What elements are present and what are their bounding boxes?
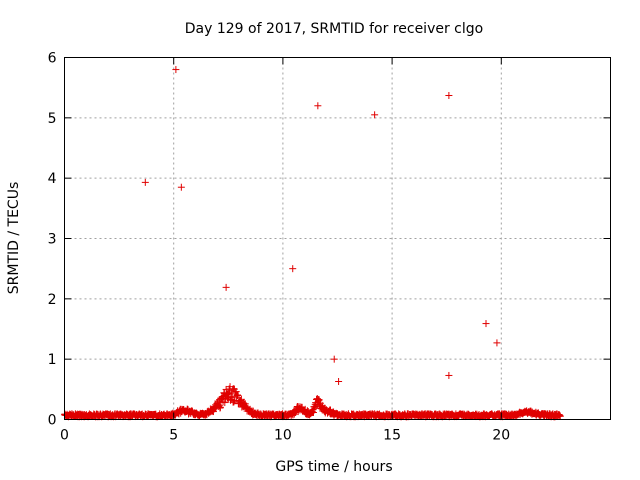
outlier-point [222,283,230,291]
y-tick-label: 1 [48,352,57,368]
x-tick-label: 10 [274,428,292,444]
outlier-point [445,371,453,379]
data-point [221,399,229,407]
y-tick-label: 2 [48,292,57,308]
y-tick-label: 3 [48,232,57,248]
ticks-layer: 0 5 10 15 20 0 1 2 3 4 5 6 [48,51,611,444]
points-layer [61,66,564,421]
grid-layer [64,57,611,420]
data-point [556,412,564,420]
outlier-point [314,102,322,110]
outlier-point [172,66,180,74]
outlier-point [445,92,453,100]
x-tick-label: 0 [60,428,69,444]
y-tick-label: 5 [48,111,57,127]
outlier-point [493,339,501,347]
data-point [237,395,245,403]
y-tick-label: 6 [48,51,57,67]
outlier-point [177,183,185,191]
data-point [216,403,224,411]
y-tick-label: 0 [48,413,57,429]
outlier-point [141,178,149,186]
x-tick-label: 20 [492,428,510,444]
outlier-point [335,377,343,385]
y-axis-label: SRMTID / TECUs [6,182,22,295]
outlier-point [371,111,379,119]
data-point [234,391,242,399]
x-axis-label: GPS time / hours [275,459,392,475]
chart-title: Day 129 of 2017, SRMTID for receiver clg… [185,21,483,37]
outlier-point [330,355,338,363]
outlier-point [482,320,490,328]
x-tick-label: 15 [383,428,401,444]
y-tick-label: 4 [48,171,57,187]
outlier-point [289,265,297,273]
x-tick-label: 5 [169,428,178,444]
